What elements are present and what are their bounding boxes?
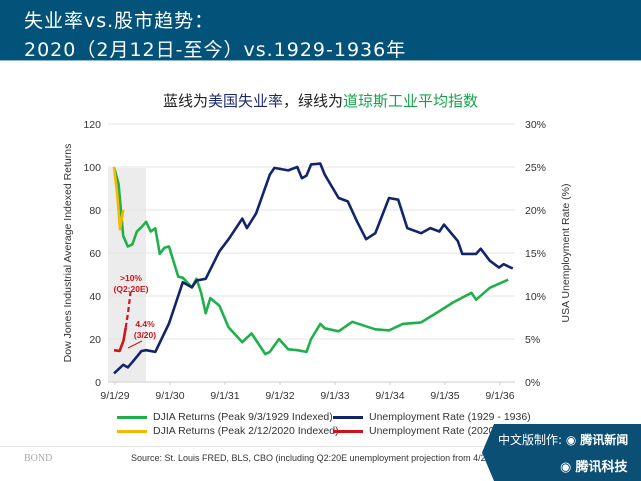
x-tick-label: 9/1/35 bbox=[430, 390, 459, 402]
caption-djia: 道琼斯工业平均指数 bbox=[343, 92, 479, 110]
source-note: Source: St. Louis FRED, BLS, CBO (includ… bbox=[131, 453, 528, 463]
caption-unemployment: 美国失业率 bbox=[207, 92, 283, 110]
legend-swatch bbox=[117, 415, 147, 419]
svg-text:>10%: >10% bbox=[120, 273, 142, 283]
legend-label: Unemployment Rate (1929 - 1936) bbox=[369, 411, 531, 423]
series-unemployment-2020 bbox=[113, 327, 127, 353]
tencent-logo-icon: ◉ bbox=[560, 460, 572, 475]
badge-line2: ◉ 腾讯科技 bbox=[560, 456, 628, 475]
y-axis-label-left: Dow Jones Industrial Average Indexed Ret… bbox=[62, 144, 74, 363]
legend-item-djia-2020: DJIA Returns (Peak 2/12/2020 Indexed) bbox=[117, 425, 339, 437]
annotation-projection: >10% (Q2:20E) bbox=[114, 273, 149, 294]
brand-logo: BOND bbox=[24, 453, 53, 464]
y-tick-label-left: 60 bbox=[89, 248, 101, 260]
svg-text:(Q2:20E): (Q2:20E) bbox=[114, 284, 149, 294]
x-tick-label: 9/1/36 bbox=[485, 390, 514, 402]
page-title: 失业率vs.股市趋势： bbox=[24, 10, 215, 32]
tencent-logo-icon: ◉ bbox=[565, 433, 577, 447]
y-tick-label-right: 5% bbox=[525, 334, 540, 346]
y-axis-label-right: USA Unemployment Rate (%) bbox=[560, 184, 572, 323]
y-tick-label-right: 15% bbox=[525, 248, 546, 260]
y-tick-label-left: 40 bbox=[89, 291, 101, 303]
series-djia-1929 bbox=[112, 166, 509, 356]
page-subtitle: 2020（2月12日-至今）vs.1929-1936年 bbox=[24, 39, 407, 61]
publisher-badge: 中文版制作: ◉ 腾讯新闻 ◉ 腾讯科技 bbox=[482, 424, 641, 481]
x-tick-label: 9/1/34 bbox=[375, 390, 404, 402]
badge-line1: 中文版制作: ◉ 腾讯新闻 bbox=[498, 431, 628, 448]
x-tick-label: 9/1/32 bbox=[265, 390, 294, 402]
legend-item-djia-1929: DJIA Returns (Peak 9/3/1929 Indexed) bbox=[117, 411, 333, 423]
badge-brand-tech: 腾讯科技 bbox=[575, 460, 628, 475]
caption-text: ，绿线为 bbox=[283, 92, 344, 110]
legend-swatch bbox=[333, 429, 363, 433]
chart-caption: 蓝线为美国失业率，绿线为道琼斯工业平均指数 bbox=[0, 90, 641, 111]
caption-text: 蓝线为 bbox=[162, 92, 208, 110]
svg-text:(3/20): (3/20) bbox=[134, 330, 156, 340]
svg-text:4.4%: 4.4% bbox=[135, 319, 155, 329]
legend-label: DJIA Returns (Peak 2/12/2020 Indexed) bbox=[153, 425, 339, 437]
y-tick-label-left: 100 bbox=[83, 162, 101, 174]
y-tick-label-left: 120 bbox=[83, 119, 101, 131]
x-tick-label: 9/1/29 bbox=[100, 390, 129, 402]
x-tick-label: 9/1/33 bbox=[320, 390, 349, 402]
x-tick-label: 9/1/31 bbox=[210, 390, 239, 402]
legend-label: Unemployment Rate (2020) bbox=[369, 425, 498, 437]
y-tick-label-right: 20% bbox=[525, 205, 546, 217]
y-tick-label-left: 20 bbox=[89, 334, 101, 346]
y-tick-label-right: 30% bbox=[525, 119, 546, 131]
divider bbox=[0, 446, 641, 447]
legend-swatch bbox=[117, 429, 147, 433]
legend-label: DJIA Returns (Peak 9/3/1929 Indexed) bbox=[153, 411, 333, 423]
badge-brand-news: 腾讯新闻 bbox=[580, 433, 629, 447]
series-unemployment-1929 bbox=[113, 162, 514, 375]
series-djia-2020 bbox=[112, 166, 125, 231]
recession-shade bbox=[108, 168, 146, 382]
badge-prefix: 中文版制作: bbox=[498, 433, 563, 447]
y-tick-label-left: 80 bbox=[89, 205, 101, 217]
x-tick-label: 9/1/30 bbox=[155, 390, 184, 402]
legend-swatch bbox=[333, 415, 363, 419]
legend-item-unemp-2020: Unemployment Rate (2020) bbox=[333, 425, 498, 437]
series-unemployment-2020-projection bbox=[124, 291, 132, 328]
y-tick-label-right: 10% bbox=[525, 291, 546, 303]
y-tick-label-right: 0% bbox=[525, 377, 540, 389]
annotation-current: 4.4% (3/20) bbox=[127, 319, 156, 349]
annotation-arrow bbox=[127, 340, 143, 349]
y-tick-label-left: 0 bbox=[95, 377, 101, 389]
y-tick-label-right: 25% bbox=[525, 162, 546, 174]
title-bar: 失业率vs.股市趋势： 2020（2月12日-至今）vs.1929-1936年 bbox=[0, 0, 641, 61]
legend-item-unemp-1929: Unemployment Rate (1929 - 1936) bbox=[333, 411, 531, 423]
